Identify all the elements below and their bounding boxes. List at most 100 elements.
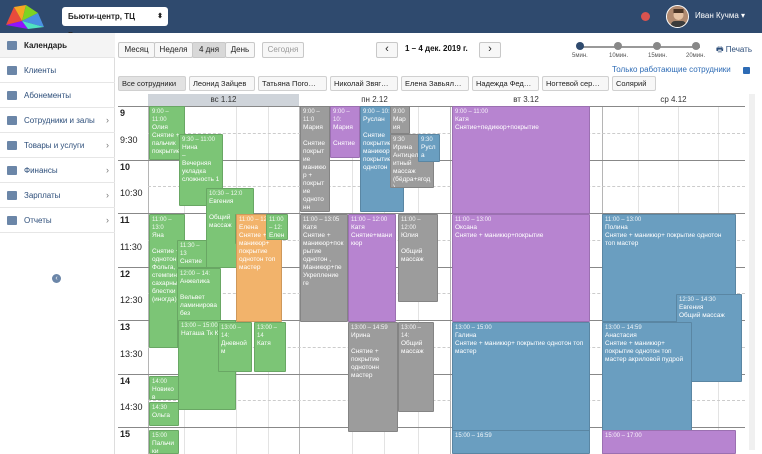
appointment-details: Новиков Снятие — [152, 386, 174, 400]
sidebar-item-0[interactable]: Календарь — [0, 33, 115, 58]
salon-select[interactable]: Бьюти-центр, ТЦ Ривьера ⬍ — [62, 7, 168, 40]
appointment-details: Евгения Общий массаж — [679, 304, 725, 319]
scale-knob-5[interactable] — [576, 42, 584, 50]
logo-icon[interactable] — [4, 3, 46, 30]
employee-filter-3[interactable]: Николай Звяг… — [330, 76, 398, 91]
sidebar-item-label: Зарплаты — [24, 191, 61, 200]
day-divider — [299, 106, 300, 454]
appointment-block[interactable]: 14:30 Ольга — [149, 402, 179, 426]
appointment-block[interactable]: 9:00 – 11:00 Катя Снятие+педикюр+покрытие — [452, 106, 590, 214]
sidebar-item-label: Календарь — [24, 41, 68, 50]
calendar-icon — [7, 41, 17, 50]
appointment-time: 14:30 — [152, 405, 168, 411]
appointment-block[interactable]: 15:00 – 17:00 — [602, 430, 736, 454]
day-header-2[interactable]: вт 3.12 — [513, 95, 539, 104]
employee-filter-4[interactable]: Елена Завьял… — [401, 76, 469, 91]
employee-filter-2[interactable]: Татьяна Пого… — [258, 76, 327, 91]
appointment-time: 11:00 – 12: — [239, 217, 269, 223]
appointment-details: Мария Снятие покрытие маникюр + покрытие… — [303, 124, 327, 211]
appointment-block[interactable]: 13:00 – 14: Дневной м — [218, 322, 252, 372]
appointment-block[interactable]: 11:00 – 12:Елена — [266, 214, 288, 240]
day-header-1[interactable]: пн 2.12 — [361, 95, 388, 104]
appointment-block[interactable]: 9:00 – 11:0 Мария Снятие покрытие маникюр… — [300, 106, 330, 212]
only-working-toggle-label[interactable]: Только работающие сотрудники — [612, 65, 731, 74]
appointment-details: Елена Снятие + маникюр+ покрытие однотон… — [239, 224, 276, 271]
collapse-sidebar-icon[interactable]: ‹ — [52, 274, 61, 283]
chevron-right-icon: › — [106, 165, 109, 175]
sidebar-item-label: Отчеты — [24, 216, 52, 225]
appointment-block[interactable]: 11:00 – 13:00 Оксана Снятие + маникюр+пок… — [452, 214, 590, 322]
appointment-block[interactable]: 13:00 – 15:00 Галина Снятие + маникюр+ по… — [452, 322, 590, 432]
time-label: 13 — [120, 322, 131, 332]
sidebar-item-6[interactable]: Зарплаты › — [0, 183, 115, 208]
next-period-button[interactable]: › — [479, 42, 501, 58]
avatar[interactable] — [666, 5, 689, 28]
sidebar-item-4[interactable]: Товары и услуги › — [0, 133, 115, 158]
appointment-block[interactable]: 10:30 – 12:0 Евгения Общий массаж — [206, 188, 254, 268]
employee-filter-7[interactable]: Солярий — [612, 76, 656, 91]
print-label: Печать — [725, 45, 752, 54]
appointment-details: Юлия Общий массаж — [401, 232, 424, 263]
scale-knob-20[interactable] — [692, 42, 700, 50]
appointment-details: Оксана Снятие + маникюр+покрытие — [455, 224, 544, 239]
appointment-block[interactable]: 11:00 – 13:05 Катя Снятие + маникюр+покры… — [300, 214, 348, 322]
vertical-scrollbar[interactable] — [749, 94, 755, 450]
appointment-block[interactable]: 15:00 – 16:59 — [452, 430, 590, 454]
appointment-time: 10:30 – 12:0 — [209, 191, 243, 197]
time-label: 11:30 — [120, 241, 142, 252]
day-divider — [450, 106, 451, 454]
appointment-time: 13:00 – 14: — [401, 325, 423, 339]
sidebar-item-label: Сотрудники и залы — [24, 116, 95, 125]
print-button[interactable]: 🖶 Печать — [716, 44, 752, 58]
sidebar-item-1[interactable]: Клиенты — [0, 58, 115, 83]
time-label: 10 — [120, 161, 131, 172]
appointment-block[interactable]: 13:00 – 14 Катя — [254, 322, 286, 372]
employee-filter-5[interactable]: Надежда Фед… — [472, 76, 539, 91]
user-menu[interactable]: Иван Кучма ▾ — [695, 11, 746, 20]
scale-slider-track[interactable] — [580, 46, 700, 48]
appointment-time: 9:30 – 11:00 — [182, 137, 215, 143]
user-photo-icon — [667, 6, 688, 27]
appointment-time: 12:00 – 14: — [180, 271, 211, 277]
sidebar-item-7[interactable]: Отчеты › — [0, 208, 115, 233]
only-working-checkbox[interactable] — [743, 67, 750, 74]
appointment-block[interactable]: 9:30 Русла — [418, 134, 440, 162]
today-button[interactable]: Сегодня — [262, 42, 304, 58]
appointment-block[interactable]: 11:00 – 12:00 Катя Снятие+маникюр — [348, 214, 396, 322]
appointment-time: 13:00 – 14 — [257, 325, 279, 339]
sidebar-item-2[interactable]: Абонементы — [0, 83, 115, 108]
time-label: 15 — [120, 429, 131, 439]
sidebar-item-3[interactable]: Сотрудники и залы › — [0, 108, 115, 133]
chevron-right-icon: › — [106, 115, 109, 125]
employee-filter-6[interactable]: Ногтевой сер… — [542, 76, 609, 91]
sidebar-item-5[interactable]: Финансы › — [0, 158, 115, 183]
scale-knob-10[interactable] — [614, 42, 622, 50]
appointment-block[interactable]: 15:00 Пальчики — [149, 430, 179, 454]
notification-icon[interactable] — [641, 12, 650, 21]
appointment-block[interactable]: 13:00 – 14:59 Анастасия Снятие + маникюр+… — [602, 322, 692, 432]
appointment-block[interactable]: 13:00 – 14: Общий массаж — [398, 322, 434, 412]
view-month-button[interactable]: Месяц — [118, 42, 155, 58]
view-week-button[interactable]: Неделя — [154, 42, 193, 58]
appointment-time: 11:00 – 12:00 — [401, 217, 423, 231]
day-header-0[interactable]: вс 1.12 — [148, 94, 299, 106]
appointment-block[interactable]: 11:00 – 12:00 Юлия Общий массаж — [398, 214, 438, 302]
view-day-button[interactable]: День — [225, 42, 255, 58]
view-4days-button[interactable]: 4 дня — [192, 42, 226, 58]
scale-label-10: 10мин. — [609, 53, 629, 59]
sidebar-item-label: Товары и услуги — [24, 141, 85, 150]
appointment-block[interactable]: 9:00 Мария — [390, 106, 410, 134]
appointment-time: 13:00 – 14:59 — [351, 325, 388, 331]
appointment-block[interactable]: 9:00 – 10: Мария Снятие — [330, 106, 360, 158]
employee-filter-0[interactable]: Все сотрудники — [118, 76, 186, 91]
appointment-block[interactable]: 13:00 – 14:59 Ирина Снятие + покрытие одн… — [348, 322, 398, 432]
day-header-3[interactable]: ср 4.12 — [660, 95, 687, 104]
card-icon — [7, 91, 17, 100]
scale-knob-15[interactable] — [653, 42, 661, 50]
appointment-details: Ирина Антицеллюлитный массаж (бёдра+ягод… — [393, 144, 431, 188]
employee-filter-1[interactable]: Леонид Зайцев — [189, 76, 255, 91]
appointment-time: 9:00 – 11:00 — [455, 109, 488, 115]
prev-period-button[interactable]: ‹ — [376, 42, 398, 58]
